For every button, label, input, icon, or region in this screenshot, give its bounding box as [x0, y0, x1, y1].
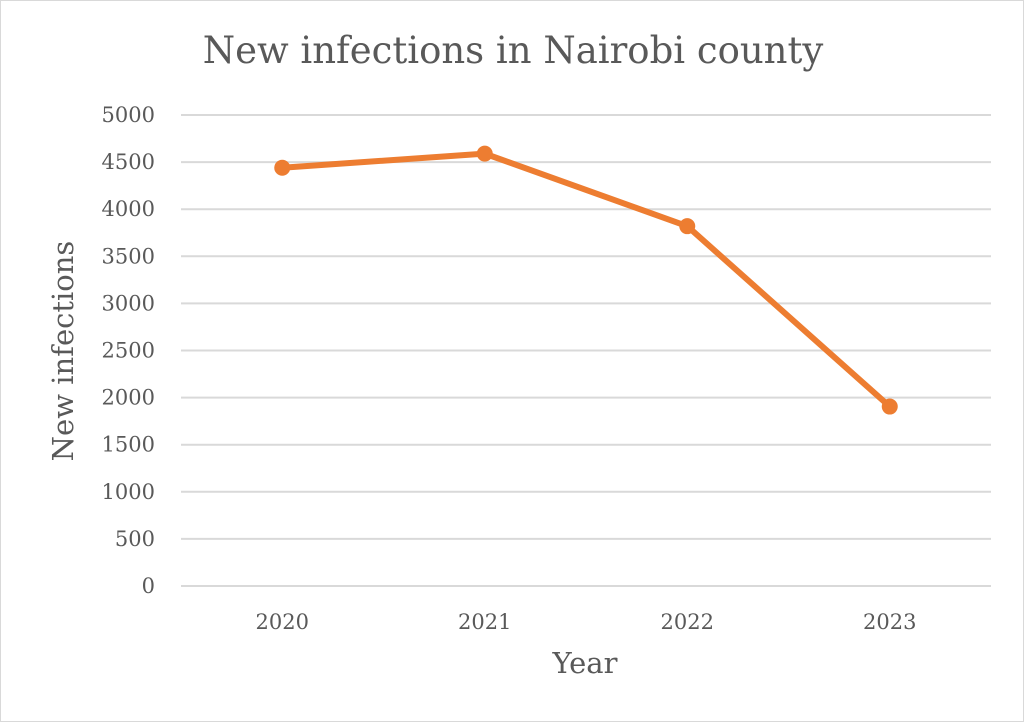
x-tick-label: 2020 — [256, 610, 309, 634]
y-axis-label: New infections — [46, 241, 80, 462]
chart-title: New infections in Nairobi county — [203, 29, 824, 72]
y-tick-label: 0 — [142, 574, 155, 598]
y-tick-label: 2500 — [102, 339, 155, 363]
y-tick-label: 5000 — [102, 103, 155, 127]
y-tick-label: 1000 — [102, 480, 155, 504]
x-tick-label: 2023 — [863, 610, 916, 634]
data-point — [679, 218, 696, 235]
data-point — [274, 159, 291, 176]
data-point — [476, 145, 493, 162]
x-tick-label: 2021 — [458, 610, 511, 634]
x-axis-label: Year — [552, 646, 618, 680]
y-tick-label: 3500 — [102, 244, 155, 268]
y-tick-label: 2000 — [102, 386, 155, 410]
y-tick-label: 500 — [115, 527, 155, 551]
series-line — [279, 150, 893, 410]
y-tick-label: 4000 — [102, 197, 155, 221]
y-tick-label: 1500 — [102, 433, 155, 457]
y-tick-label: 4500 — [102, 150, 155, 174]
data-point — [881, 398, 898, 415]
x-tick-label: 2022 — [661, 610, 714, 634]
y-tick-label: 3000 — [102, 291, 155, 315]
